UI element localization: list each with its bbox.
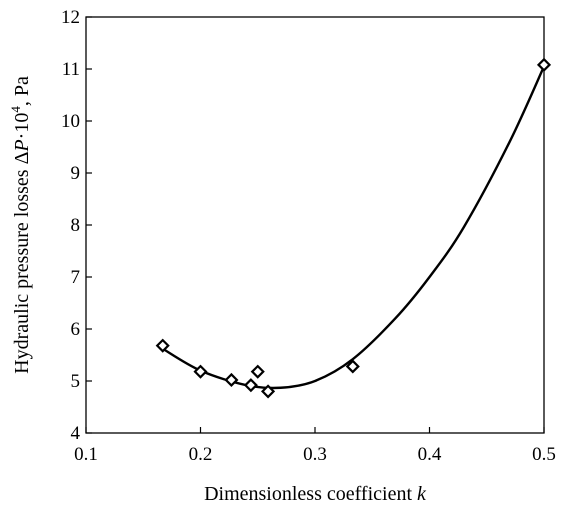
y-tick-label: 8 bbox=[71, 215, 81, 236]
y-tick-label: 11 bbox=[62, 59, 80, 80]
y-axis-title-exp: 4 bbox=[8, 106, 23, 113]
data-point-diamond bbox=[536, 57, 552, 72]
plot-frame bbox=[85, 16, 545, 434]
y-axis-ticks: 4 5 6 7 8 9 10 11 12 bbox=[61, 7, 92, 444]
y-tick-label: 9 bbox=[71, 163, 81, 184]
x-axis-title-main: Dimensionless coefficient bbox=[204, 483, 417, 505]
y-tick-label: 7 bbox=[71, 267, 81, 288]
y-tick-label: 10 bbox=[61, 111, 80, 132]
data-point-diamond bbox=[155, 338, 170, 353]
y-axis-title-mid: ·10 bbox=[11, 113, 33, 140]
x-axis-title-var: k bbox=[417, 483, 427, 505]
y-axis-title: Hydraulic pressure losses ΔP·104, Pa bbox=[8, 76, 33, 374]
plot-area-border bbox=[85, 16, 545, 434]
x-tick-label: 0.5 bbox=[532, 444, 556, 465]
y-axis-title-prefix: Hydraulic pressure losses Δ bbox=[11, 151, 33, 373]
y-tick-label: 12 bbox=[61, 7, 80, 28]
data-point-diamond bbox=[224, 372, 239, 388]
y-tick-label: 5 bbox=[71, 371, 81, 392]
trendline bbox=[162, 65, 546, 390]
y-axis-title-suffix: , Pa bbox=[11, 76, 33, 106]
y-tick-label: 6 bbox=[71, 319, 81, 340]
x-tick-label: 0.3 bbox=[303, 444, 327, 465]
x-axis-ticks: 0.1 0.2 0.3 0.4 0.5 bbox=[74, 427, 556, 465]
y-axis-title-var: P bbox=[11, 139, 33, 152]
data-point-diamond bbox=[345, 359, 360, 374]
x-tick-label: 0.1 bbox=[74, 444, 98, 465]
x-axis-title: Dimensionless coefficient k bbox=[204, 483, 427, 505]
data-point-diamond bbox=[250, 364, 265, 379]
data-point-diamond bbox=[260, 384, 276, 399]
x-tick-label: 0.4 bbox=[418, 444, 442, 465]
x-tick-label: 0.2 bbox=[189, 444, 213, 465]
data-markers bbox=[155, 57, 552, 399]
data-point-diamond bbox=[193, 364, 208, 379]
data-point-diamond bbox=[243, 378, 258, 393]
y-tick-label: 4 bbox=[71, 423, 81, 444]
